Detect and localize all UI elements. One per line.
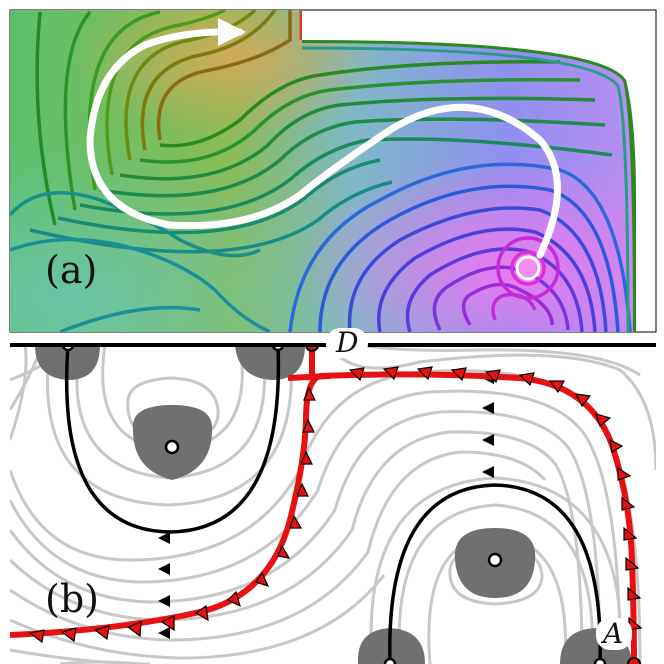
contours-warm	[35, 10, 292, 226]
separatrix-markers	[28, 366, 643, 644]
contours-blue	[288, 162, 632, 332]
panel-b: D A (b)	[10, 326, 656, 664]
panel-b-label: (b)	[45, 577, 99, 621]
label-A: A	[600, 617, 623, 650]
label-D-bg	[326, 328, 368, 358]
flow-path-arrow	[86, 28, 561, 259]
separatrix-right	[388, 483, 602, 664]
red-separatrix	[10, 371, 637, 664]
panel-a-label: (a)	[45, 248, 97, 292]
critical-points	[61, 345, 607, 664]
label-A-bg	[596, 618, 632, 650]
panel-a-field	[10, 10, 636, 332]
flow-arrow-head	[218, 18, 246, 46]
source-point	[515, 255, 541, 281]
panel-a: (a)	[9, 9, 657, 333]
label-D: D	[335, 326, 358, 359]
